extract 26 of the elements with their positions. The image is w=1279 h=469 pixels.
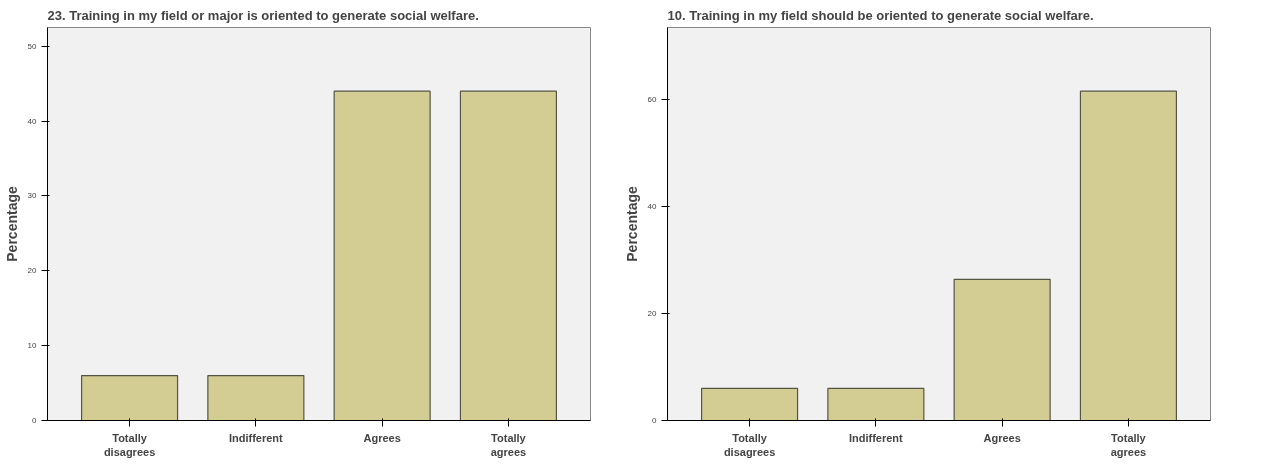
y-tick-label: 40 <box>647 202 658 212</box>
y-tick-label: 10 <box>27 341 38 351</box>
chart-title: 23. Training in my field or major is oriented to generate social welfare. <box>47 7 479 23</box>
bar <box>1079 90 1177 421</box>
x-tick-label: Totally disagrees <box>103 431 156 458</box>
y-tick-label: 20 <box>27 266 38 276</box>
y-tick-label: 60 <box>647 95 658 105</box>
y-tick-label: 30 <box>27 191 38 201</box>
y-tick-label: 40 <box>27 116 38 126</box>
bar <box>701 387 799 421</box>
y-tick-label: 50 <box>27 41 38 51</box>
y-axis-title: Percentage <box>623 186 640 262</box>
x-tick-label: Agrees <box>363 431 401 444</box>
x-tick-label: Totally agrees <box>490 431 527 458</box>
x-tick-label: Totally agrees <box>1110 431 1147 458</box>
y-axis-title: Percentage <box>3 186 20 262</box>
x-tick-label: Indifferent <box>228 431 284 444</box>
y-tick-label: 20 <box>647 309 658 319</box>
y-tick-label: 0 <box>32 416 38 425</box>
chart-title: 10. Training in my field should be oriented to generate social welfare. <box>667 7 1094 23</box>
x-tick-label: Indifferent <box>848 431 904 444</box>
bar <box>827 387 925 421</box>
x-tick-label: Totally disagrees <box>723 431 776 458</box>
y-tick-label: 0 <box>652 416 658 425</box>
bar <box>953 278 1051 421</box>
x-tick-label: Agrees <box>983 431 1021 444</box>
